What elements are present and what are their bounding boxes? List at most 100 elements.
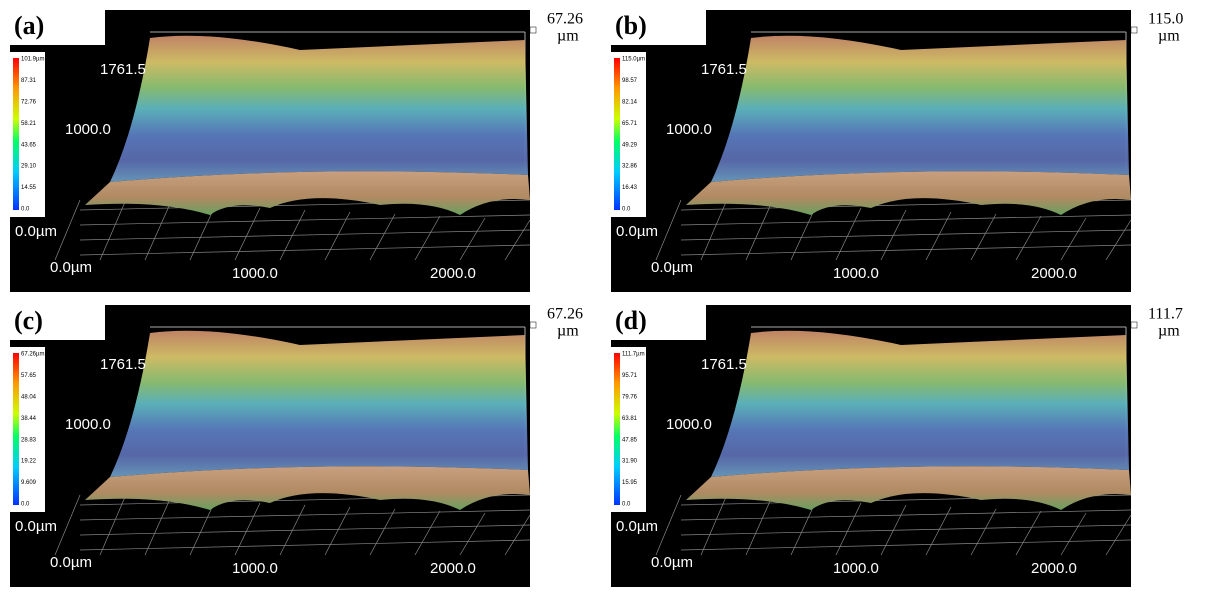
- top-unit: µm: [1158, 28, 1180, 45]
- panel: (a) 101.9µm 87.31 72.76 58.21 43.65 29.10 14.55…: [10, 10, 583, 292]
- colorbar-label: 101.9µm: [21, 57, 44, 63]
- surface-front: [686, 466, 1131, 510]
- colorbar-label: 38.44: [21, 416, 37, 422]
- y-axis-label: 1000.0: [666, 416, 712, 433]
- floor-grid: [680, 229, 1132, 241]
- y-axis-label: 0.0µm: [15, 518, 57, 535]
- floor-grid: [99, 201, 126, 261]
- floor-grid: [925, 211, 952, 261]
- floor-grid: [144, 203, 171, 261]
- surface: [110, 35, 528, 182]
- panel: (d) 111.7µm 95.71 79.76 63.81 47.85 31.90 15.95…: [611, 305, 1183, 587]
- colorbar-label: 28.83: [21, 437, 37, 443]
- x-axis-label: 2000.0: [1031, 560, 1077, 577]
- surface-front: [85, 466, 530, 510]
- floor-grid: [680, 244, 1132, 256]
- colorbar-label: 29.10: [21, 164, 37, 170]
- label-box: [10, 10, 105, 45]
- y-axis-label: 0.0µm: [616, 223, 658, 240]
- colorbar-label: 16.43: [622, 185, 638, 191]
- floor-grid: [1060, 512, 1087, 556]
- colorbar-label: 43.65: [21, 142, 37, 148]
- y-axis-label: 1000.0: [65, 416, 111, 433]
- floor-grid: [414, 215, 441, 261]
- x-axis-label: 1000.0: [833, 560, 879, 577]
- y-axis-label: 1761.5: [100, 61, 146, 78]
- floor-grid: [369, 213, 396, 261]
- floor-grid: [680, 509, 1132, 521]
- colorbar-label: 0.0: [21, 207, 30, 213]
- y-axis-label: 1761.5: [701, 61, 747, 78]
- floor-grid: [680, 524, 1132, 536]
- colorbar-strip: [13, 353, 19, 505]
- floor-grid: [1015, 215, 1042, 261]
- floor-grid: [790, 500, 817, 556]
- panels: (a) 101.9µm 87.31 72.76 58.21 43.65 29.10 14.55…: [10, 10, 1183, 587]
- floor-grid: [324, 211, 351, 261]
- top-value: 67.26: [547, 11, 583, 28]
- colorbar-label: 79.76: [622, 394, 638, 400]
- top-value: 67.26: [547, 306, 583, 323]
- x-axis-label: 2000.0: [430, 265, 476, 282]
- y-axis-label: 0.0µm: [15, 223, 57, 240]
- floor-grid: [1060, 217, 1087, 261]
- colorbar-label: 95.71: [622, 373, 638, 379]
- floor-grid: [414, 510, 441, 556]
- floor-grid: [700, 201, 727, 261]
- panel-label: (b): [615, 11, 647, 40]
- floor-grid: [459, 512, 486, 556]
- top-unit: µm: [557, 28, 579, 45]
- floor-grid: [54, 199, 81, 261]
- colorbar-strip: [614, 58, 620, 210]
- colorbar-strip: [614, 353, 620, 505]
- floor-grid: [970, 508, 997, 556]
- colorbar-label: 0.0: [622, 502, 631, 508]
- colorbar-label: 48.04: [21, 394, 37, 400]
- floor-grid: [54, 494, 81, 556]
- floor-grid: [79, 229, 531, 241]
- x-axis-label: 2000.0: [1031, 265, 1077, 282]
- panel-label: (a): [14, 11, 44, 40]
- colorbar-label: 49.29: [622, 142, 638, 148]
- floor-grid: [680, 539, 1132, 551]
- colorbar-label: 19.22: [21, 459, 37, 465]
- x-axis-label: 0.0µm: [50, 259, 92, 276]
- floor-grid: [504, 514, 531, 556]
- colorbar-label: 9.609: [21, 480, 37, 486]
- floor-grid: [925, 506, 952, 556]
- floor-grid: [655, 494, 682, 556]
- floor-grid: [745, 498, 772, 556]
- y-axis-label: 1000.0: [65, 121, 111, 138]
- colorbar-label: 111.7µm: [622, 352, 645, 358]
- colorbar-label: 0.0: [21, 502, 30, 508]
- x-axis-label: 1000.0: [232, 265, 278, 282]
- floor-grid: [189, 205, 216, 261]
- floor-grid: [369, 508, 396, 556]
- top-value: 115.0: [1148, 11, 1183, 28]
- label-box: [611, 10, 706, 45]
- floor-grid: [745, 203, 772, 261]
- floor-grid: [1015, 510, 1042, 556]
- floor-grid: [79, 524, 531, 536]
- colorbar-label: 87.31: [21, 78, 37, 84]
- floor-grid: [79, 214, 531, 226]
- y-axis-label: 1761.5: [701, 356, 747, 373]
- x-axis-label: 2000.0: [430, 560, 476, 577]
- x-axis-label: 0.0µm: [651, 259, 693, 276]
- floor-grid: [99, 496, 126, 556]
- colorbar-label: 115.0µm: [622, 57, 645, 63]
- floor-grid: [189, 500, 216, 556]
- panel-label: (c): [14, 306, 43, 335]
- surface-front: [686, 171, 1131, 215]
- top-unit: µm: [557, 323, 579, 340]
- surface-front: [85, 171, 530, 215]
- floor-grid: [1105, 219, 1132, 261]
- floor-grid: [79, 244, 531, 256]
- top-marker: [529, 26, 537, 34]
- colorbar-label: 58.21: [21, 121, 37, 127]
- floor-grid: [655, 199, 682, 261]
- colorbar-label: 82.14: [622, 99, 638, 105]
- label-box: [10, 305, 105, 340]
- floor-grid: [700, 496, 727, 556]
